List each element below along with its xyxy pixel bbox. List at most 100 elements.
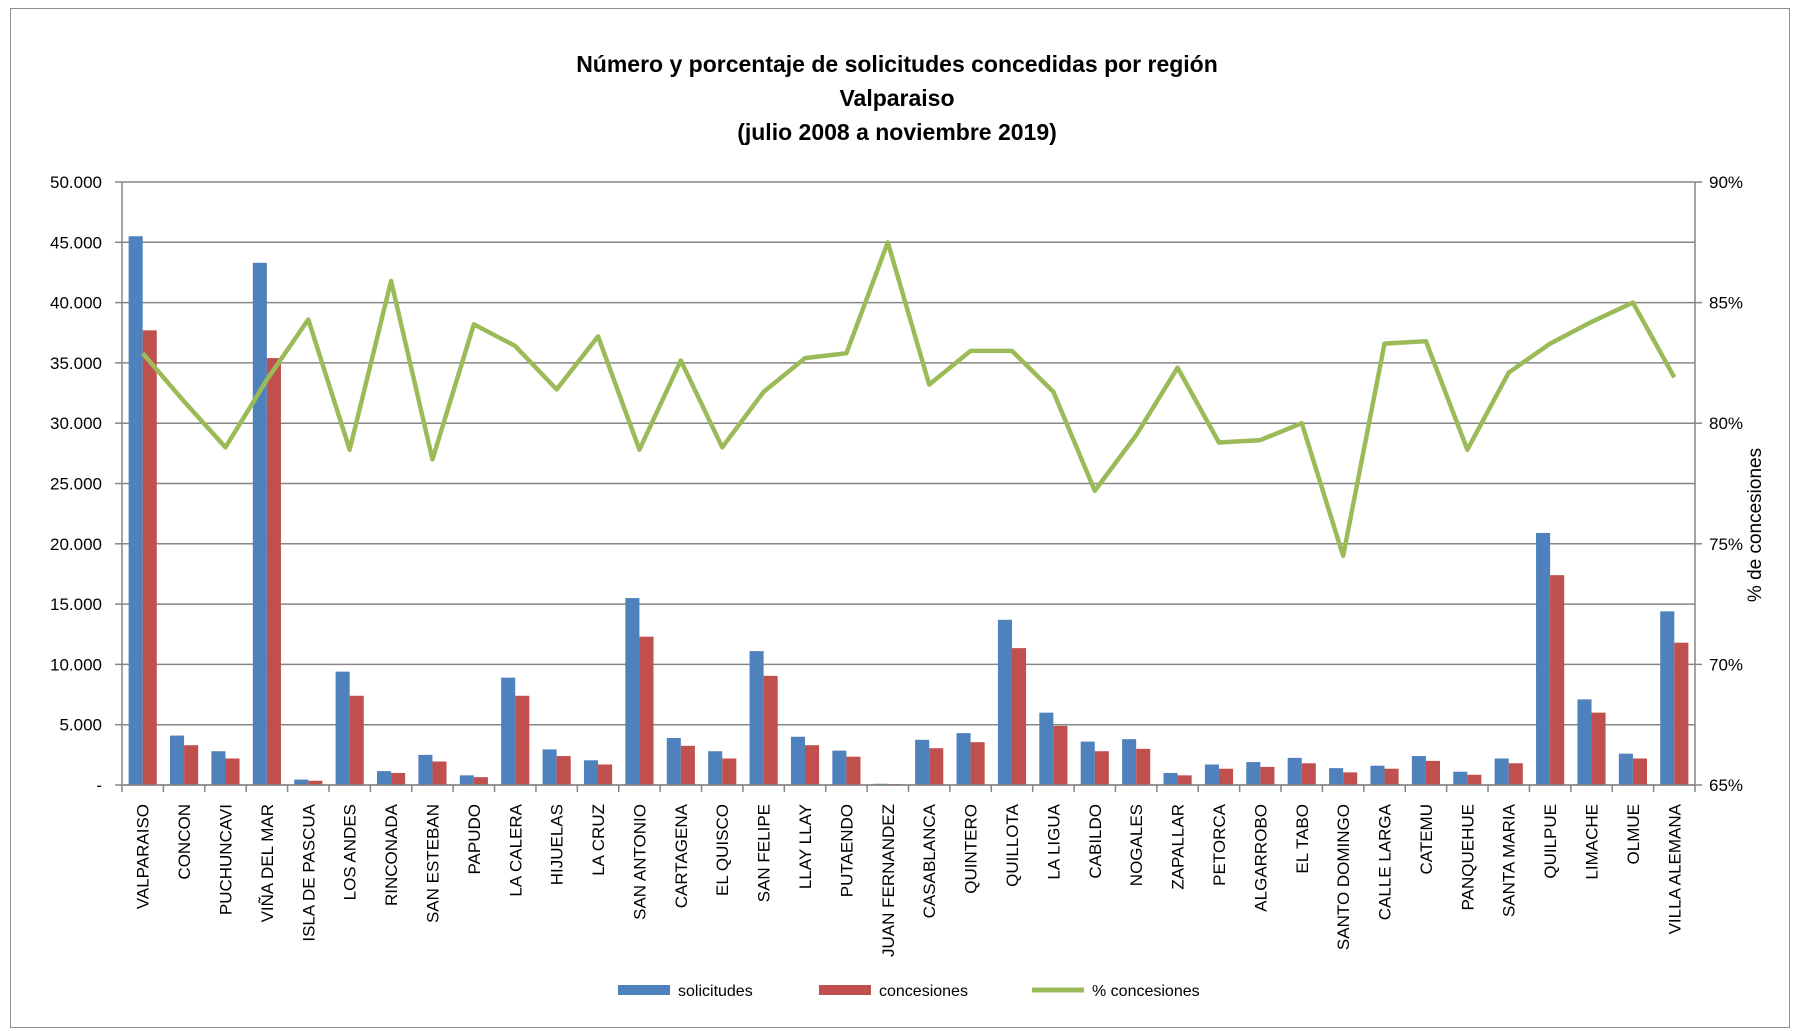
concesiones-bar [1425, 760, 1441, 785]
category-label: SAN FELIPE [755, 804, 774, 902]
y-tick-label: 40.000 [50, 294, 102, 313]
category-label: PAPUDO [465, 804, 484, 875]
y2-tick-label: 85% [1709, 294, 1743, 313]
concesiones-bar [1011, 648, 1027, 785]
y2-tick-label: 75% [1709, 535, 1743, 554]
solicitudes-bar [832, 750, 847, 785]
solicitudes-bar [1660, 611, 1675, 785]
category-label: SAN ANTONIO [630, 804, 649, 920]
y-tick-label: 10.000 [50, 655, 102, 674]
category-label: ISLA DE PASCUA [299, 803, 318, 941]
solicitudes-bar [1370, 765, 1385, 785]
category-label: PANQUEHUE [1458, 804, 1477, 910]
concesiones-bar [970, 742, 985, 785]
category-label: CONCON [175, 804, 194, 880]
concesiones-bar [639, 636, 654, 785]
concesiones-bar [1053, 725, 1068, 785]
solicitudes-bar [1494, 758, 1509, 785]
legend-label: concesiones [879, 983, 968, 1000]
category-label: CALLE LARGA [1376, 803, 1395, 920]
concesiones-bar [598, 764, 613, 785]
solicitudes-bar [625, 598, 640, 785]
y-tick-label: 30.000 [50, 414, 102, 433]
solicitudes-bar [790, 736, 806, 785]
concesiones-bar [1550, 575, 1565, 785]
concesiones-bar [1508, 763, 1523, 785]
solicitudes-bar [501, 677, 516, 785]
concesiones-bar [515, 695, 530, 785]
category-label: VILLA ALEMANA [1665, 803, 1684, 934]
y2-tick-label: 65% [1709, 776, 1743, 795]
solicitudes-bar [128, 236, 143, 785]
solicitudes-bar [1453, 771, 1468, 785]
concesiones-bar [184, 745, 199, 785]
category-label: SANTA MARIA [1500, 803, 1519, 917]
solicitudes-bar [1080, 741, 1095, 785]
category-label: HIJUELAS [548, 804, 567, 885]
chart-title: Número y porcentaje de solicitudes conce… [576, 51, 1218, 145]
y-tick-label: 50.000 [50, 173, 102, 192]
solicitudes-bar [542, 749, 557, 785]
category-label: ALGARROBO [1251, 804, 1270, 912]
category-label: LA CALERA [506, 803, 525, 896]
concesiones-bar [722, 758, 737, 785]
solicitudes-bar [1287, 757, 1302, 785]
solicitudes-bar [666, 737, 681, 785]
category-label: EL QUISCO [713, 804, 732, 896]
y-axis-ticks: - 5.000 10.000 15.000 20.000 25.000 30.000 35.0… [50, 173, 122, 795]
solicitudes-bar [418, 754, 433, 785]
concesiones-bar [556, 756, 571, 785]
concesiones-bar [266, 358, 281, 785]
solicitudes-bar [1039, 712, 1054, 785]
concesiones-bar [1218, 768, 1234, 785]
solicitudes-bar [376, 771, 392, 785]
title-line-2: Valparaiso [839, 85, 954, 111]
concesiones-bar [225, 758, 240, 785]
y-tick-label: - [96, 776, 102, 795]
concesiones-bar [805, 745, 820, 785]
y2-tick-label: 70% [1709, 655, 1743, 674]
category-label: LA LIGUA [1044, 803, 1063, 879]
title-line-1: Número y porcentaje de solicitudes conce… [576, 51, 1218, 77]
concesiones-bar [1384, 768, 1399, 785]
solicitudes-bar [170, 735, 185, 785]
y-tick-label: 25.000 [50, 475, 102, 494]
category-label: LIMACHE [1583, 804, 1602, 880]
category-label: SANTO DOMINGO [1334, 804, 1353, 950]
y-tick-label: 35.000 [50, 354, 102, 373]
solicitudes-bar [1411, 756, 1426, 785]
concesiones-bar [846, 756, 861, 785]
y-tick-label: 45.000 [50, 233, 102, 252]
legend-swatch-concesiones [819, 985, 871, 995]
category-label: PETORCA [1210, 803, 1229, 886]
solicitudes-bar [915, 739, 930, 785]
concesiones-bar [680, 745, 695, 785]
concesiones-bar [1301, 763, 1316, 785]
solicitudes-bar [1618, 753, 1633, 785]
concesiones-bar [1136, 748, 1151, 785]
concesiones-bar [1094, 751, 1109, 785]
y2-axis-title: % de concesiones [1745, 448, 1766, 602]
solicitudes-bar [956, 733, 971, 785]
category-label: LOS ANDES [341, 804, 360, 900]
y-tick-label: 20.000 [50, 535, 102, 554]
solicitudes-bar [1204, 764, 1219, 785]
solicitudes-bar [459, 775, 474, 785]
category-label: QUINTERO [962, 804, 981, 894]
solicitudes-bar [335, 671, 350, 785]
solicitudes-bar [1329, 768, 1344, 785]
y2-tick-label: 90% [1709, 173, 1743, 192]
legend: solicitudes concesiones % concesiones [618, 983, 1200, 1000]
legend-label: % concesiones [1092, 983, 1200, 1000]
category-label: VIÑA DEL MAR [258, 804, 277, 922]
legend-label: solicitudes [678, 983, 753, 1000]
bars [128, 236, 1689, 785]
category-label: SAN ESTEBAN [423, 804, 442, 923]
category-label: JUAN FERNANDEZ [879, 804, 898, 957]
solicitudes-bar [294, 779, 309, 785]
category-labels: VALPARAISO CONCON PUCHUNCAVI VIÑA DEL MAR IS… [134, 803, 1685, 957]
category-label: NOGALES [1127, 804, 1146, 886]
category-label: ZAPALLAR [1169, 804, 1188, 890]
category-label: CARTAGENA [672, 803, 691, 908]
concesiones-bar [929, 748, 944, 785]
